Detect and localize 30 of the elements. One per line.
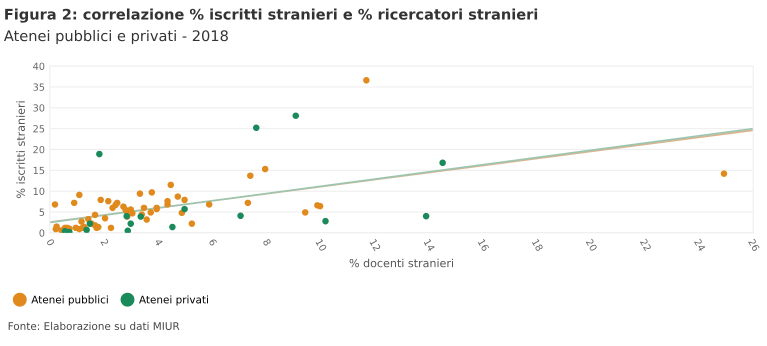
y-tick-label: 30 [33,104,44,112]
source-note: Fonte: Elaborazione su dati MIUR [8,322,180,330]
y-tick-label: 40 [33,62,44,70]
x-tick-label: 24 [694,238,706,252]
y-tick-label: 25 [33,125,44,132]
y-tick-label: 0 [39,229,44,237]
x-tick-label: 10 [315,238,328,252]
x-tick-label: 18 [532,238,544,252]
x-axis-title: % docenti stranieri [350,258,454,268]
x-tick-label: 4 [154,238,164,246]
x-tick-label: 2 [100,238,109,246]
x-tick-label: 12 [370,238,382,252]
y-tick-label: 10 [34,188,44,195]
x-tick-label: 0 [46,238,56,246]
y-tick-label: 5 [40,208,44,216]
y-tick-label: 15 [34,166,44,174]
y-axis-title: % iscritti stranieri [16,101,25,198]
y-tick-label: 35 [33,83,44,91]
legend-label: Atenei privati [139,295,208,306]
chart-subtitle: Atenei pubblici e privati - 2018 [4,30,228,44]
x-tick-label: 26 [748,238,760,252]
y-tick-label: 20 [33,146,44,154]
x-tick-label: 22 [640,238,652,252]
x-tick-label: 14 [424,238,436,252]
x-tick-label: 6 [208,238,218,246]
chart-title: Figura 2: correlazione % iscritti stranieri e % ricercatori stranieri [5,8,538,23]
legend-label: Atenei pubblici [31,295,108,306]
x-tick-label: 20 [586,238,598,252]
x-tick-label: 16 [478,238,490,252]
x-tick-label: 8 [262,238,272,246]
